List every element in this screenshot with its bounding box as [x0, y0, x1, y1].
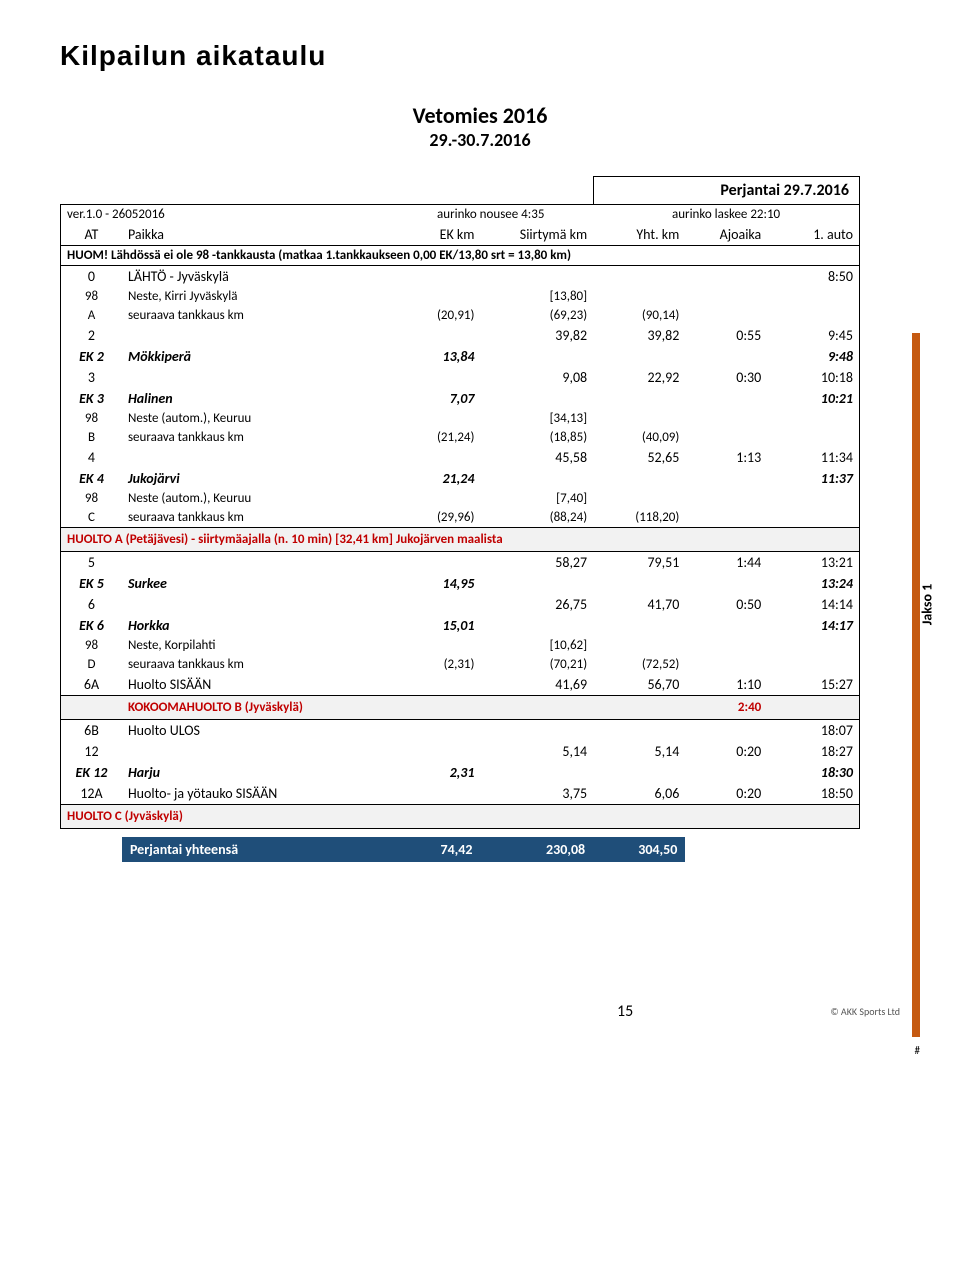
header-row: AT Paikka EK km Siirtymä km Yht. km Ajoa… — [61, 224, 860, 246]
table-row: 12AHuolto- ja yötauko SISÄÄN3,756,060:20… — [61, 783, 860, 805]
table-row: 6BHuolto ULOS18:07 — [61, 720, 860, 742]
table-row: 98Neste, Kirri Jyväskylä[13,80] — [61, 287, 860, 306]
sunset: aurinko laskee 22:10 — [593, 205, 859, 225]
table-row: 445,5852,651:1311:34 — [61, 447, 860, 468]
col-firstcar: 1. auto — [767, 224, 859, 246]
hash-mark: # — [915, 1044, 920, 1057]
event-block: Vetomies 2016 29.-30.7.2016 — [60, 102, 900, 151]
table-row: Cseuraava tankkaus km(29,96)(88,24)(118,… — [61, 508, 860, 528]
table-row: 558,2779,511:4413:21 — [61, 552, 860, 574]
total-yht: 304,50 — [593, 837, 685, 862]
sunrise: aurinko nousee 4:35 — [388, 205, 593, 225]
event-name: Vetomies 2016 — [60, 102, 900, 129]
total-ek: 74,42 — [388, 837, 480, 862]
table-row: KOKOOMAHUOLTO B (Jyväskylä)2:40 — [61, 696, 860, 720]
col-siirtyma: Siirtymä km — [480, 224, 593, 246]
date-label: Perjantai 29.7.2016 — [593, 177, 859, 205]
copyright: © AKK Sports Ltd — [830, 1005, 900, 1018]
table-row: 98Neste (autom.), Keuruu[34,13] — [61, 409, 860, 428]
table-row: 6AHuolto SISÄÄN41,6956,701:1015:27 — [61, 674, 860, 696]
table-row: 98Neste (autom.), Keuruu[7,40] — [61, 489, 860, 508]
section-strip — [912, 333, 920, 1037]
huom-row: HUOM! Lähdössä ei ole 98 -tankkausta (ma… — [61, 246, 860, 266]
event-dates: 29.-30.7.2016 — [60, 129, 900, 151]
date-row: Perjantai 29.7.2016 — [61, 177, 860, 205]
table-row: 239,8239,820:559:45 — [61, 325, 860, 346]
col-paikka: Paikka — [122, 224, 388, 246]
table-row: HUOLTO C (Jyväskylä) — [61, 805, 860, 829]
col-ajoaika: Ajoaika — [685, 224, 767, 246]
page-number: 15 — [617, 1002, 633, 1021]
table-row: EK 2Mökkiperä13,849:48 — [61, 346, 860, 367]
table-row: HUOLTO A (Petäjävesi) - siirtymäajalla (… — [61, 528, 860, 552]
total-row: Perjantai yhteensä 74,42 230,08 304,50 — [61, 837, 860, 862]
huom-text: HUOM! Lähdössä ei ole 98 -tankkausta (ma… — [61, 246, 860, 266]
table-row: Dseuraava tankkaus km(2,31)(70,21)(72,52… — [61, 655, 860, 674]
page-title: Kilpailun aikataulu — [60, 40, 900, 72]
table-row: EK 12Harju2,3118:30 — [61, 762, 860, 783]
col-ekkm: EK km — [388, 224, 480, 246]
table-row: 39,0822,920:3010:18 — [61, 367, 860, 388]
table-row: Aseuraava tankkaus km(20,91)(69,23)(90,1… — [61, 306, 860, 325]
table-row: EK 5Surkee14,9513:24 — [61, 573, 860, 594]
col-yht: Yht. km — [593, 224, 685, 246]
table-row: 626,7541,700:5014:14 — [61, 594, 860, 615]
table-row: 0LÄHTÖ - Jyväskylä8:50 — [61, 266, 860, 288]
total-siir: 230,08 — [480, 837, 593, 862]
table-row: EK 6Horkka15,0114:17 — [61, 615, 860, 636]
table-row: EK 3Halinen7,0710:21 — [61, 388, 860, 409]
table-row: 98Neste, Korpilahti[10,62] — [61, 636, 860, 655]
col-at: AT — [61, 224, 122, 246]
table-row: 125,145,140:2018:27 — [61, 741, 860, 762]
version-row: ver.1.0 - 26052016 aurinko nousee 4:35 a… — [61, 205, 860, 225]
table-row: Bseuraava tankkaus km(21,24)(18,85)(40,0… — [61, 428, 860, 447]
footer: 15 © AKK Sports Ltd — [60, 1002, 900, 1021]
table-row: EK 4Jukojärvi21,2411:37 — [61, 468, 860, 489]
section-label: Jakso 1 — [919, 584, 936, 626]
schedule-table: Perjantai 29.7.2016 ver.1.0 - 26052016 a… — [60, 176, 860, 862]
total-label: Perjantai yhteensä — [122, 837, 388, 862]
version: ver.1.0 - 26052016 — [61, 205, 389, 225]
